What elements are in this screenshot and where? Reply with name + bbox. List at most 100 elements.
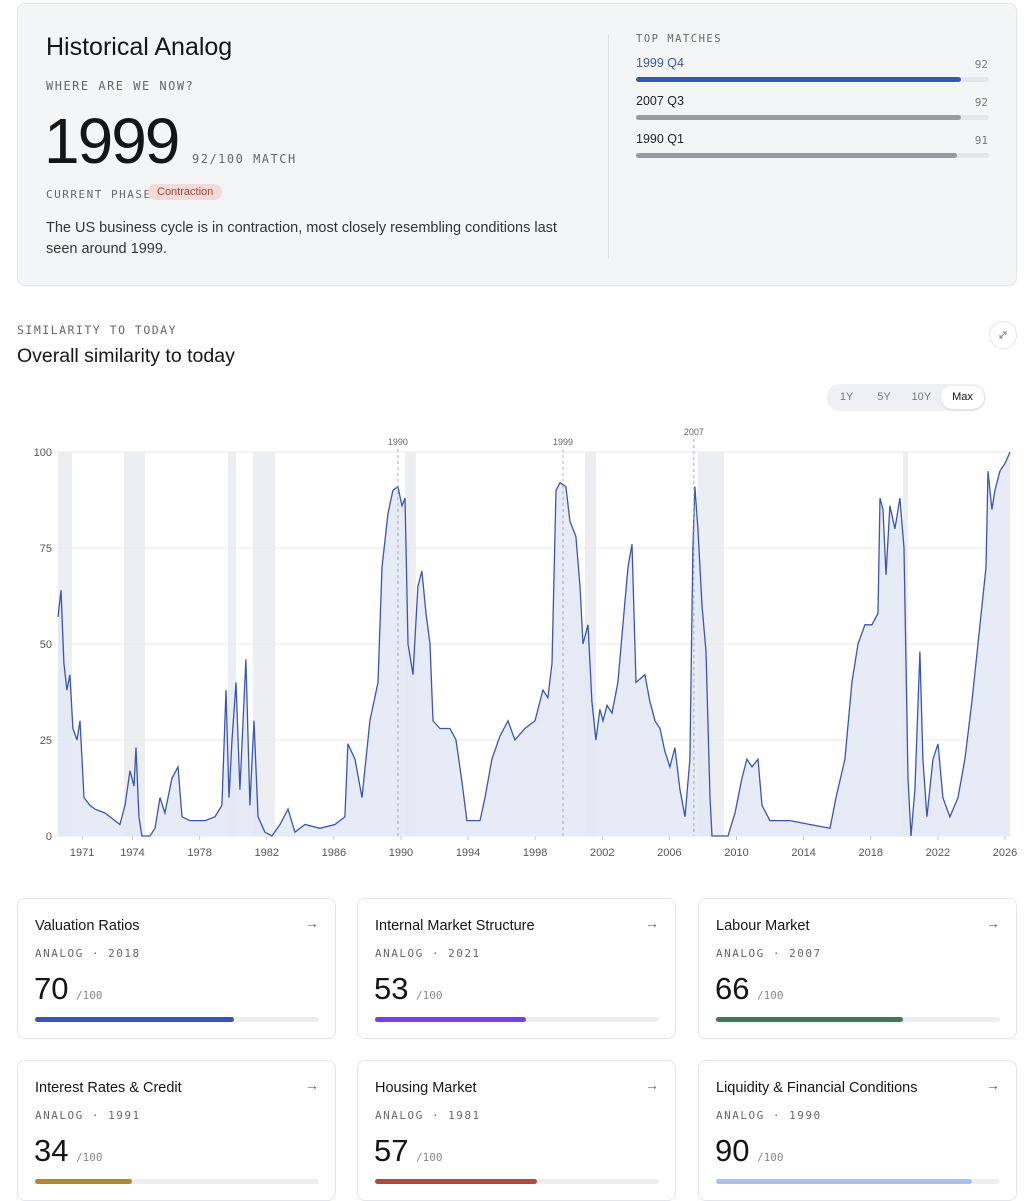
module-title: Liquidity & Financial Conditions [716,1080,918,1096]
module-card[interactable]: Liquidity & Financial Conditions → ANALOG … [698,1060,1017,1201]
module-score: 57 [374,1133,409,1168]
module-score: 90 [715,1133,750,1168]
description: The US business cycle is in contraction,… [46,220,557,257]
arrow-icon: → [645,915,659,931]
arrow-icon: → [645,1077,659,1093]
module-bar [716,1017,904,1022]
annotation-label: 1990 [388,437,408,447]
x-tick-label: 2010 [724,847,748,859]
module-bar [375,1179,537,1184]
range-button[interactable]: 10Y [911,391,932,403]
match-score: 91 [974,134,988,147]
match-bar [636,115,961,120]
y-tick-label: 75 [40,543,52,555]
title: Historical Analog [46,33,233,61]
module-analog: ANALOG · 1981 [375,1109,481,1122]
expand-icon [999,331,1007,339]
module-title: Valuation Ratios [35,918,140,934]
module-card[interactable]: Valuation Ratios → ANALOG · 2018 70/100 [17,898,336,1039]
x-tick-label: 2026 [993,847,1017,859]
range-button[interactable]: Max [940,386,985,409]
arrow-icon: → [305,915,319,931]
x-tick-label: 2006 [657,847,681,859]
match-score: 92 [974,96,988,109]
module-card[interactable]: Interest Rates & Credit → ANALOG · 1991 34 /… [17,1060,336,1201]
module-track [35,1179,319,1184]
match-track [636,77,989,82]
module-analog: ANALOG · 2007 [716,947,822,960]
line [57,451,1011,837]
module-score: 34 [34,1133,69,1168]
module-scale: /100 [416,1151,443,1164]
analog-year: 1999 [44,105,180,177]
arrow-icon: → [986,915,1000,931]
question: WHERE ARE WE NOW? [46,79,195,93]
module-title: Labour Market [716,918,810,934]
expand-button[interactable] [989,321,1017,349]
module-scale: /100 [757,989,784,1002]
module-analog: ANALOG · 1991 [35,1109,141,1122]
module-scale: /100 [76,989,103,1002]
x-tick-label: 1990 [389,847,413,859]
arrow-icon: → [305,1077,319,1093]
y-tick-label: 50 [40,639,52,651]
annotation-label: 2007 [684,427,704,437]
divider [608,34,609,259]
module-analog: ANALOG · 2021 [375,947,481,960]
section-title: Overall similarity to today [17,345,235,367]
module-title: Housing Market [375,1080,477,1096]
module-analog: ANALOG · 2018 [35,947,141,960]
match-track [636,115,989,120]
section-kicker: SIMILARITY TO TODAY [17,323,178,337]
x-tick-label: 1978 [187,847,211,859]
module-scale: /100 [757,1151,784,1164]
x-tick-label: 1974 [120,847,144,859]
x-tick-label: 1994 [456,847,480,859]
module-scale: /100 [76,1151,103,1164]
match-bar [636,153,958,158]
module-score: 53 [374,971,409,1006]
match-score: 92 [974,58,988,71]
y-tick-label: 100 [34,447,52,459]
module-track [716,1017,1000,1022]
module-card[interactable]: Internal Market Structure → ANALOG · 2021 5… [357,898,676,1039]
x-tick-label: 1986 [322,847,346,859]
x-tick-label: 2018 [858,847,882,859]
module-title: Internal Market Structure [375,918,535,934]
module-scale: /100 [416,989,443,1002]
x-tick-label: 2022 [926,847,950,859]
range-selector: 1Y 5Y 10Y Max [827,384,986,411]
module-score: 70 [34,971,69,1006]
module-analog: ANALOG · 1990 [716,1109,822,1122]
x-tick-label: 1971 [70,847,94,859]
module-title: Interest Rates & Credit [35,1080,182,1096]
range-button[interactable]: 1Y [839,391,854,403]
x-tick-label: 1982 [254,847,278,859]
phase-badge: Contraction [148,184,223,200]
module-track [375,1017,659,1022]
match-label: 2007 Q3 [636,94,684,108]
phase-label: CURRENT PHASE [46,188,152,201]
module-card[interactable]: Housing Market → ANALOG · 1981 57/100 [357,1060,676,1201]
module-bar [35,1017,234,1022]
header-card: Historical Analog WHERE ARE WE NOW? 1999… [17,3,1017,286]
x-tick-label: 2014 [791,847,815,859]
y-tick-label: 25 [40,735,52,747]
module-score: 66 [715,971,750,1006]
annotation-label: 1999 [553,437,573,447]
module-bar [375,1017,526,1022]
match: 92/100 MATCH [192,152,297,166]
match-bar [636,77,961,82]
x-tick-label: 2002 [590,847,614,859]
module-bar [716,1179,972,1184]
top-matches-title: TOP MATCHES [636,33,723,45]
chart: 0 25 50 75 100 1971 1974 1978 1982 1986 1990 1994 19… [34,427,1018,859]
module-track [716,1179,1000,1184]
x-tick-label: 1998 [523,847,547,859]
match-label: 1999 Q4 [636,56,684,70]
range-button[interactable]: 5Y [877,391,891,403]
module-card[interactable]: Labour Market → ANALOG · 2007 66/100 [698,898,1017,1039]
y-tick-label: 0 [46,831,52,843]
module-track [35,1017,319,1022]
match-track [636,153,989,158]
